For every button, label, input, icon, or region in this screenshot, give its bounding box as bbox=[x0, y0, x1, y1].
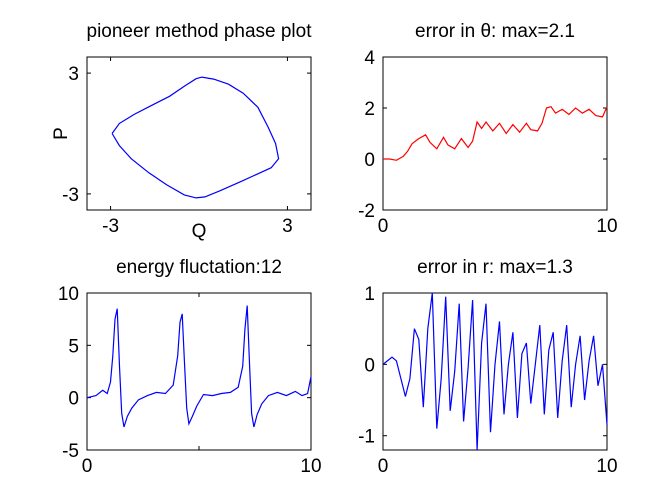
r-error-ytick-label: 1 bbox=[364, 284, 375, 305]
energy-ytick-label: 10 bbox=[58, 284, 79, 305]
phase-plot-title: pioneer method phase plot bbox=[87, 21, 313, 42]
phase-plot-ticks: -3 3 -3 3 bbox=[62, 57, 311, 237]
theta-error-title: error in θ: max=2.1 bbox=[415, 21, 575, 42]
phase-plot-curve bbox=[111, 76, 280, 199]
phase-plot-xtick-label: 3 bbox=[282, 216, 293, 237]
phase-plot-axes: pioneer method phase plot Q P -3 3 -3 3 bbox=[51, 21, 312, 242]
r-error-ticks: 0 10-101 bbox=[358, 284, 617, 477]
r-error-ytick-label: -1 bbox=[358, 427, 375, 448]
r-error-xtick-label: 0 bbox=[378, 456, 389, 477]
energy-line bbox=[86, 305, 312, 428]
theta-error-ytick-label: -2 bbox=[358, 201, 375, 222]
theta-error-xtick-label: 10 bbox=[596, 216, 617, 237]
energy-ytick-label: 5 bbox=[68, 336, 79, 357]
phase-plot-xtick-label: -3 bbox=[102, 216, 119, 237]
phase-plot-ylabel: P bbox=[51, 127, 72, 140]
energy-xtick-label: 10 bbox=[300, 456, 321, 477]
r-error-title: error in r: max=1.3 bbox=[417, 257, 573, 278]
phase-plot-ytick-label: 3 bbox=[68, 64, 79, 85]
phase-plot-ytick-label: -3 bbox=[62, 185, 79, 206]
energy-xtick-label: 0 bbox=[82, 456, 93, 477]
energy-ytick-label: 0 bbox=[68, 389, 79, 410]
r-error-ytick-label: 0 bbox=[364, 355, 375, 376]
theta-error-frame bbox=[382, 56, 608, 211]
theta-error-ytick-label: 2 bbox=[364, 99, 375, 120]
r-error-axes: error in r: max=1.3 0 10-101 bbox=[358, 257, 617, 477]
r-error-xtick-label: 10 bbox=[596, 456, 617, 477]
phase-plot-xlabel: Q bbox=[192, 221, 207, 242]
theta-error-ytick-label: 0 bbox=[364, 150, 375, 171]
theta-error-xtick-label: 0 bbox=[378, 216, 389, 237]
energy-title: energy fluctation:12 bbox=[116, 257, 282, 278]
theta-error-line bbox=[383, 106, 608, 161]
theta-error-ytick-label: 4 bbox=[364, 48, 375, 69]
r-error-line bbox=[382, 292, 608, 451]
energy-ytick-label: -5 bbox=[62, 441, 79, 462]
energy-frame bbox=[86, 292, 312, 451]
phase-plot-frame bbox=[86, 56, 312, 211]
